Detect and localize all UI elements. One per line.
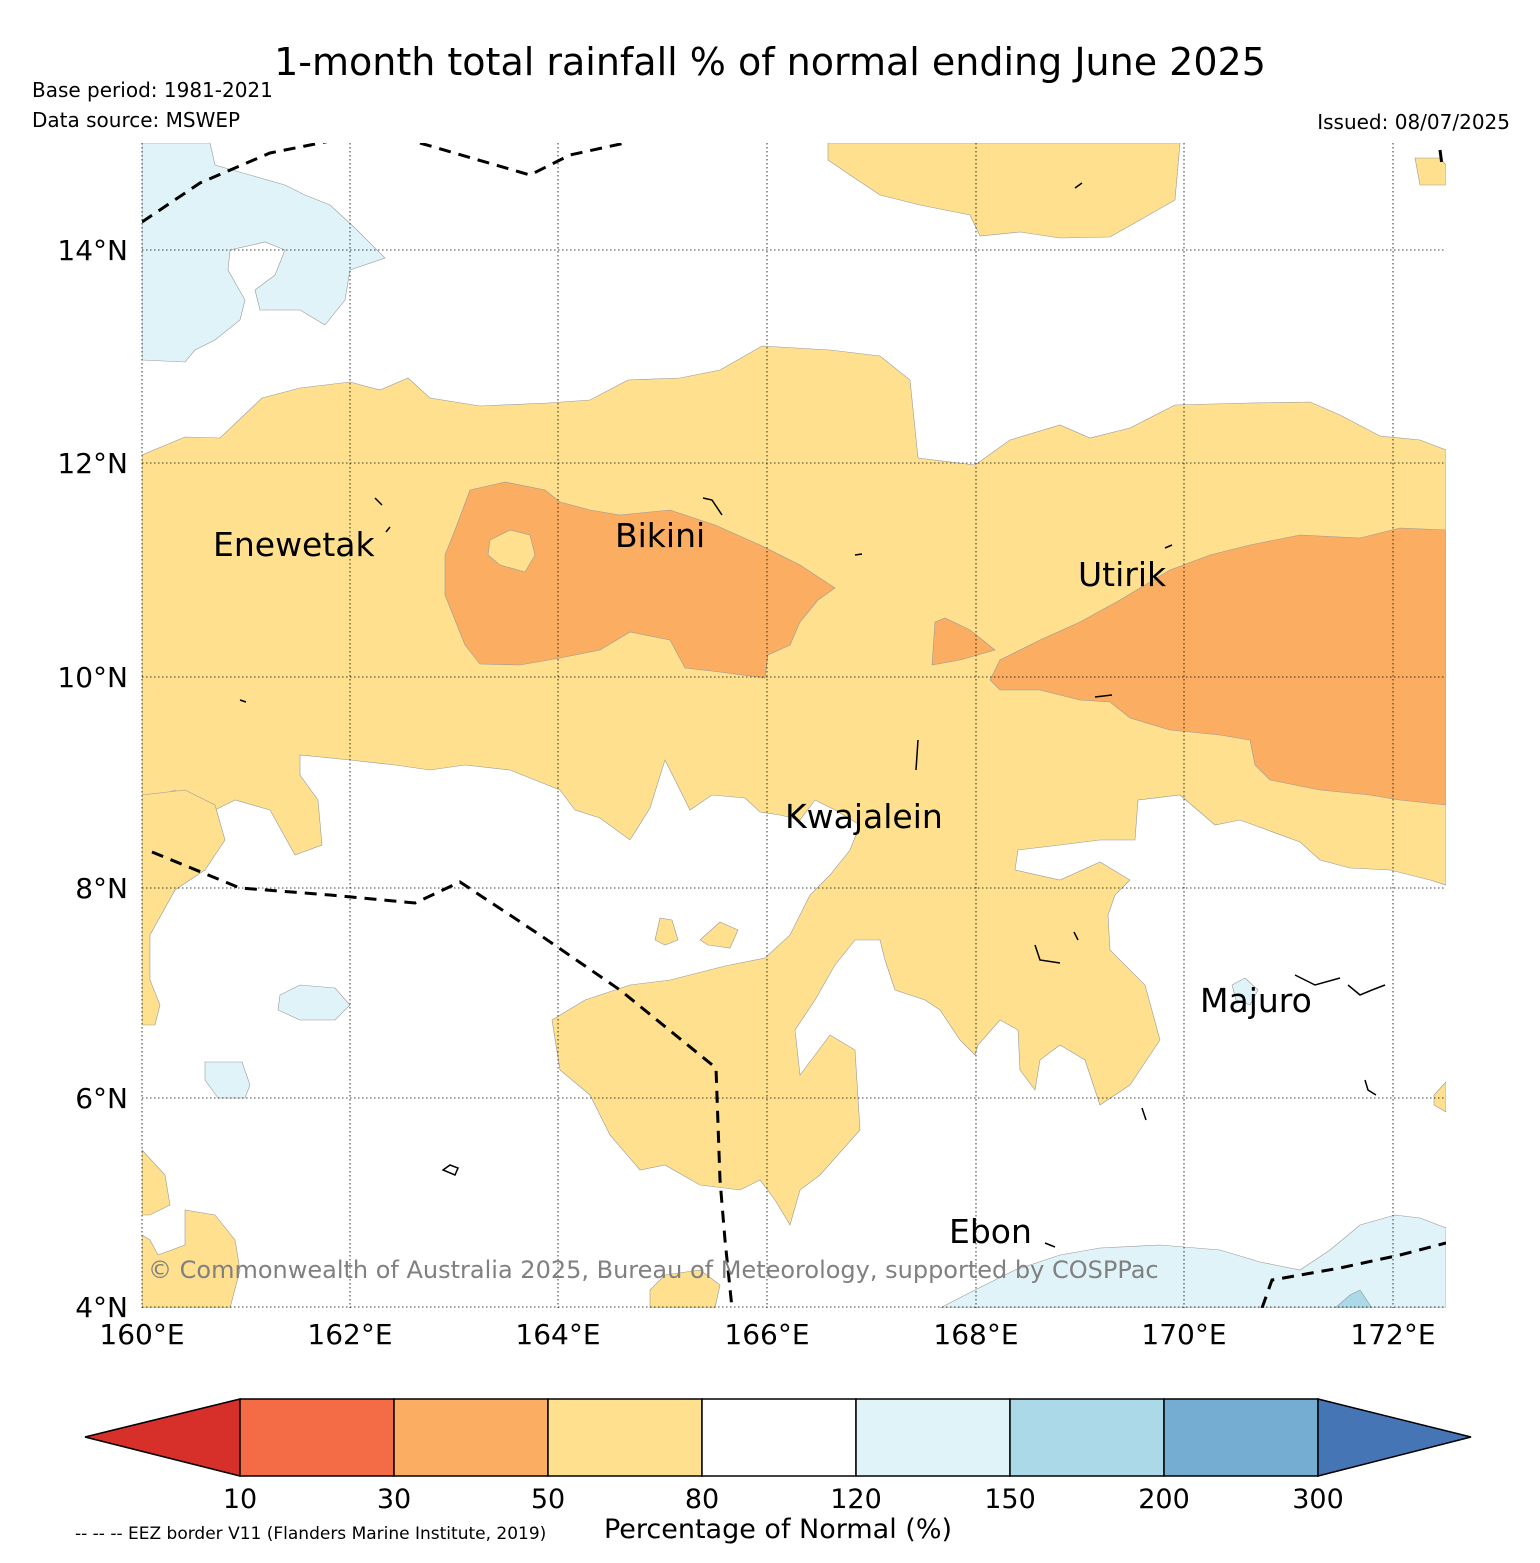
colorbar-tick: 300 [1292, 1484, 1344, 1515]
data-source-label: Data source: MSWEP [32, 108, 241, 132]
place-label-ebon: Ebon [949, 1212, 1032, 1251]
lat-label: 8°N [75, 872, 128, 905]
rainfall-30-50-ring-hole [487, 529, 536, 573]
eez-note: -- -- -- EEZ border V11 (Flanders Marine… [75, 1524, 547, 1544]
place-label-kwajalein: Kwajalein [785, 797, 943, 836]
colorbar-segment-under [84, 1398, 241, 1477]
colorbar-tick: 50 [531, 1484, 565, 1515]
lon-label: 160°E [99, 1318, 184, 1351]
base-period-label: Base period: 1981-2021 [32, 78, 273, 102]
lat-label: 4°N [75, 1291, 128, 1324]
rainfall-50-80-blob-b [699, 921, 739, 949]
rainfall-50-80-west-a [142, 789, 226, 1026]
rainfall-50-80-blob-a [654, 917, 679, 946]
lat-label: 14°N [57, 234, 128, 267]
rainfall-50-80-band [142, 345, 1446, 1226]
place-label-enewetak: Enewetak [213, 525, 376, 564]
rainfall-50-80-north [827, 143, 1181, 239]
rainfall-fields [142, 143, 1446, 1308]
gridlines [141, 143, 1446, 1308]
colorbar-segment [1009, 1398, 1165, 1477]
colorbar [84, 1398, 1472, 1477]
rainfall-120-150-b [204, 1061, 251, 1099]
colorbar-segment-over [1317, 1398, 1472, 1477]
latitude-labels: 14°N 12°N 10°N 8°N 6°N 4°N [57, 234, 128, 1324]
rainfall-50-80-south [649, 1269, 721, 1308]
longitude-labels: 160°E 162°E 164°E 166°E 168°E 170°E 172°… [99, 1318, 1435, 1351]
place-label-majuro: Majuro [1200, 981, 1312, 1020]
eez-borders [142, 143, 1446, 1308]
rainfall-50-80-east-b [1433, 1081, 1446, 1113]
colorbar-segment [1163, 1398, 1319, 1477]
colorbar-label: Percentage of Normal (%) [604, 1514, 952, 1545]
copyright-label: © Commonwealth of Australia 2025, Bureau… [148, 1256, 1159, 1284]
rainfall-30-50-bikini [444, 481, 836, 679]
colorbar-segment [701, 1398, 857, 1477]
lon-label: 170°E [1141, 1318, 1226, 1351]
rainfall-120-150-northwest [142, 143, 386, 363]
colorbar-ticks: 10 30 50 80 120 150 200 300 [223, 1484, 1344, 1515]
lon-label: 168°E [933, 1318, 1018, 1351]
place-label-utirik: Utirik [1078, 555, 1167, 594]
rainfall-30-50-utirik [989, 527, 1446, 806]
rainfall-120-150-a [277, 984, 351, 1021]
place-labels: Enewetak Bikini Utirik Kwajalein Majuro … [213, 516, 1312, 1251]
rainfall-120-150-c [1231, 977, 1259, 1006]
colorbar-tick: 150 [984, 1484, 1036, 1515]
colorbar-segment [239, 1398, 395, 1477]
colorbar-tick: 200 [1138, 1484, 1190, 1515]
colorbar-segment [855, 1398, 1011, 1477]
colorbar-segment [393, 1398, 549, 1477]
lat-label: 10°N [57, 661, 128, 694]
lon-label: 172°E [1350, 1318, 1435, 1351]
rainfall-50-80-east-a [1414, 157, 1446, 186]
colorbar-tick: 30 [377, 1484, 411, 1515]
colorbar-tick: 120 [830, 1484, 882, 1515]
rainfall-120-150-southeast [939, 1214, 1446, 1308]
rainfall-150-200 [1334, 1289, 1373, 1308]
lon-label: 164°E [515, 1318, 600, 1351]
lat-label: 12°N [57, 447, 128, 480]
lat-label: 6°N [75, 1082, 128, 1115]
lon-label: 166°E [724, 1318, 809, 1351]
colorbar-tick: 10 [223, 1484, 257, 1515]
rainfall-50-80-west-c [142, 1209, 241, 1308]
lon-label: 162°E [307, 1318, 392, 1351]
island-coastlines [239, 182, 1386, 1248]
place-label-bikini: Bikini [615, 516, 705, 555]
colorbar-tick: 80 [685, 1484, 719, 1515]
rainfall-50-80-west-b [142, 1149, 171, 1216]
rainfall-30-50-small [931, 617, 996, 666]
page-title: 1-month total rainfall % of normal endin… [274, 40, 1266, 84]
issued-date-label: Issued: 08/07/2025 [1317, 110, 1510, 134]
colorbar-segment [547, 1398, 703, 1477]
